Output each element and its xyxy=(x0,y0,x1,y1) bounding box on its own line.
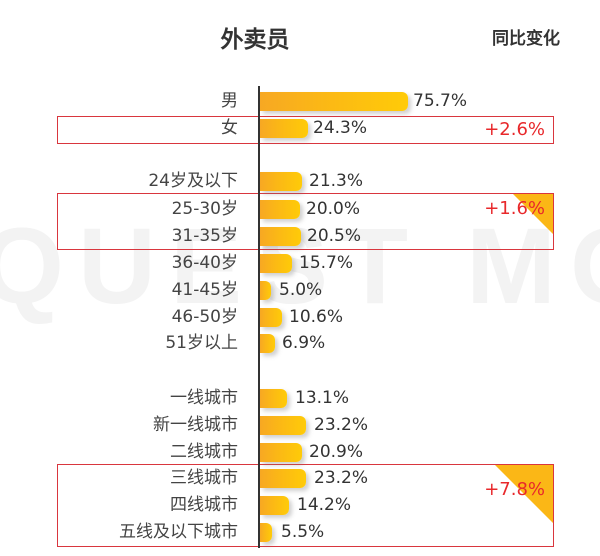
bar-row-age-46-50: 46-50岁 10.6% xyxy=(0,305,600,329)
corner-triangle-icon xyxy=(513,194,553,234)
value-label: 20.5% xyxy=(307,226,362,246)
value-label: 13.1% xyxy=(295,388,350,408)
bar xyxy=(260,119,308,138)
category-label: 女 xyxy=(221,118,238,138)
value-label: 75.7% xyxy=(413,91,468,111)
bar xyxy=(260,172,302,191)
corner-triangle-icon xyxy=(495,465,553,523)
bar xyxy=(260,227,301,246)
bar xyxy=(260,254,292,273)
value-label: 14.2% xyxy=(297,495,352,515)
value-label: 20.0% xyxy=(306,199,361,219)
category-label: 36-40岁 xyxy=(171,253,238,273)
category-label: 31-35岁 xyxy=(171,226,238,246)
category-label: 25-30岁 xyxy=(171,199,238,219)
category-label: 男 xyxy=(221,91,238,111)
value-label: 10.6% xyxy=(289,307,344,327)
category-label: 一线城市 xyxy=(170,388,238,408)
bar-row-age-51-above: 51岁以上 6.9% xyxy=(0,331,600,355)
value-label: 5.0% xyxy=(279,280,323,300)
bar-row-age-36-40: 36-40岁 15.7% xyxy=(0,251,600,275)
category-label: 41-45岁 xyxy=(171,280,238,300)
value-label: 21.3% xyxy=(309,171,364,191)
bar-row-age-41-45: 41-45岁 5.0% xyxy=(0,278,600,302)
category-label: 新一线城市 xyxy=(153,415,238,435)
bar-row-city-tier1: 一线城市 13.1% xyxy=(0,386,600,410)
category-label: 51岁以上 xyxy=(165,333,238,353)
value-label: 24.3% xyxy=(313,118,368,138)
bar xyxy=(260,443,302,462)
highlight-box-city-tier3-below: +7.8% xyxy=(57,464,554,547)
yoy-column-title: 同比变化 xyxy=(492,29,560,49)
bar xyxy=(260,308,282,327)
bar xyxy=(260,200,300,219)
bar xyxy=(260,496,289,515)
value-label: 23.2% xyxy=(314,468,369,488)
bar-row-age-25-30: 25-30岁 20.0% xyxy=(0,197,600,221)
bar-row-city-new-tier1: 新一线城市 23.2% xyxy=(0,413,600,437)
value-label: 23.2% xyxy=(314,415,369,435)
category-axis-line xyxy=(258,86,260,548)
yoy-change-value: +1.6% xyxy=(484,198,545,219)
category-label: 24岁及以下 xyxy=(148,171,238,191)
value-label: 15.7% xyxy=(299,253,354,273)
bar xyxy=(260,389,287,408)
highlight-box-age-25-35: +1.6% xyxy=(57,193,554,250)
bar-row-age-24-below: 24岁及以下 21.3% xyxy=(0,169,600,193)
bar-row-city-tier2: 二线城市 20.9% xyxy=(0,440,600,464)
category-label: 46-50岁 xyxy=(171,307,238,327)
bar xyxy=(260,281,271,300)
yoy-change-value: +7.8% xyxy=(484,479,545,500)
bar-row-male: 男 75.7% xyxy=(0,89,600,113)
value-label: 20.9% xyxy=(309,442,364,462)
bar xyxy=(260,416,306,435)
bar xyxy=(260,92,408,111)
value-label: 6.9% xyxy=(282,333,326,353)
bar-row-city-tier5-below: 五线及以下城市 5.5% xyxy=(0,520,600,544)
chart-title: 外卖员 xyxy=(220,27,290,53)
bar xyxy=(260,334,275,353)
category-label: 二线城市 xyxy=(170,442,238,462)
category-label: 三线城市 xyxy=(170,468,238,488)
highlight-box-gender-female: +2.6% xyxy=(57,116,554,144)
category-label: 五线及以下城市 xyxy=(119,522,238,542)
bar-row-age-31-35: 31-35岁 20.5% xyxy=(0,224,600,248)
value-label: 5.5% xyxy=(281,522,325,542)
bar-row-city-tier4: 四线城市 14.2% xyxy=(0,493,600,517)
bar xyxy=(260,523,272,542)
category-label: 四线城市 xyxy=(170,495,238,515)
bar xyxy=(260,469,306,488)
bar-row-city-tier3: 三线城市 23.2% xyxy=(0,466,600,490)
yoy-change-value: +2.6% xyxy=(484,119,545,140)
bar-row-female: 女 24.3% xyxy=(0,116,600,140)
